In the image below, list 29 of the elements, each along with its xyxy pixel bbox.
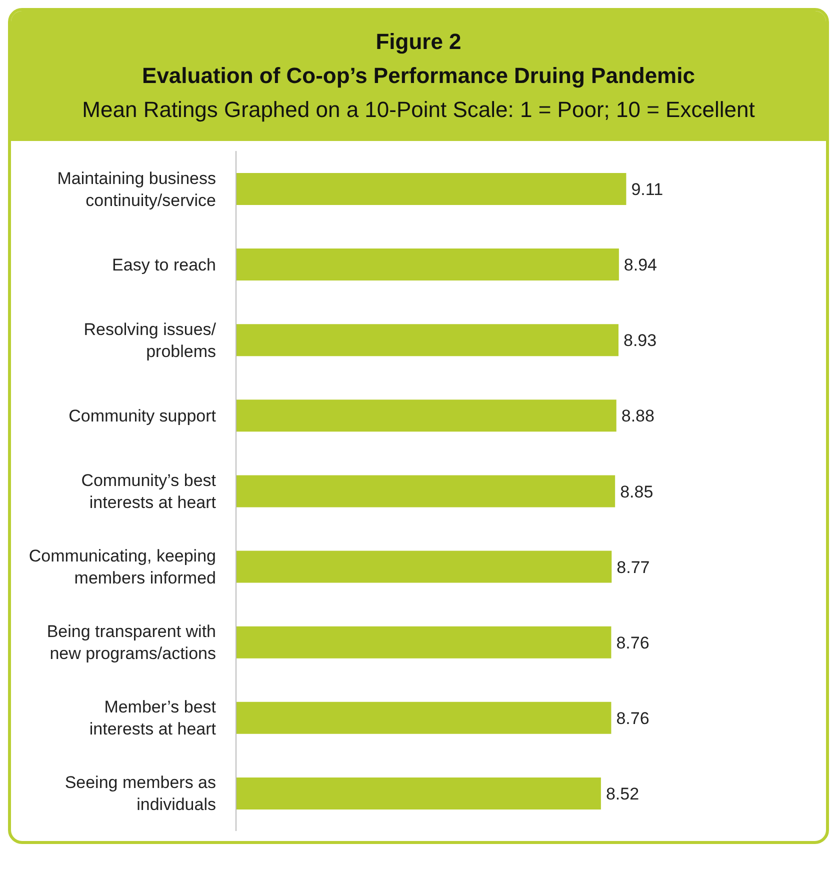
chart-title: Figure 2 Evaluation of Co-op’s Performance Druing Pandemic <box>141 28 696 90</box>
bar <box>236 248 619 281</box>
bar <box>236 626 612 658</box>
data-label: 8.76 <box>616 708 650 728</box>
data-label: 8.76 <box>616 633 650 652</box>
data-label: 8.93 <box>624 331 657 350</box>
bar <box>236 324 618 356</box>
bar <box>236 173 626 205</box>
bar <box>236 400 616 432</box>
y-tick-label: Maintaining business continuity/service <box>57 168 216 210</box>
y-tick-label: Easy to reach <box>112 254 216 274</box>
data-label: 8.85 <box>620 482 654 502</box>
y-tick-label: Member’s best interests at heart <box>89 697 216 738</box>
y-tick-label: Resolving issues/ problems <box>84 319 216 360</box>
y-tick-label: Community’s best interests at heart <box>81 470 216 512</box>
data-label: 8.77 <box>616 558 650 577</box>
chart-subtitle: Mean Ratings Graphed on a 10-Point Scale: 1 = Poor; 10 = Excellent <box>81 96 756 124</box>
y-tick-label: Community support <box>68 406 216 425</box>
y-tick-label: Seeing members as individuals <box>64 772 216 814</box>
y-tick-label: Being transparent with new programs/actions <box>46 622 216 663</box>
bar <box>236 702 612 734</box>
bar <box>236 475 616 508</box>
data-label: 9.11 <box>631 180 664 200</box>
bar <box>236 777 601 810</box>
bar <box>236 550 612 583</box>
y-tick-label: Communicating, keeping members informed <box>28 546 216 588</box>
data-label: 8.94 <box>624 256 658 275</box>
data-label: 8.52 <box>606 784 640 804</box>
data-label: 8.88 <box>621 406 654 426</box>
